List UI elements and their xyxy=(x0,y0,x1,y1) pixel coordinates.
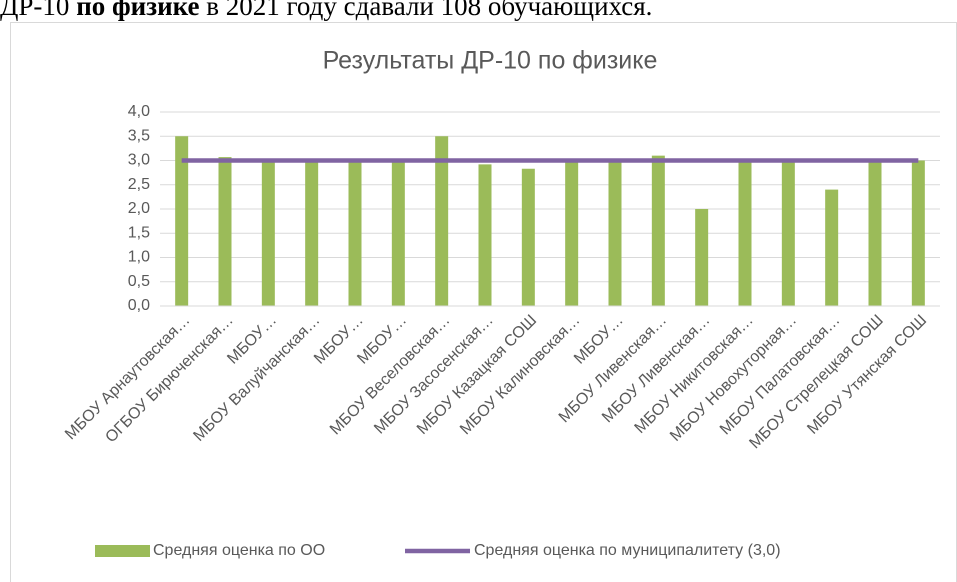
intro-text: ДР-10 по физике в 2021 году сдавали 108 … xyxy=(0,0,652,21)
bar xyxy=(435,136,449,306)
y-tick-label: 1,5 xyxy=(128,224,150,241)
bar xyxy=(175,136,189,306)
y-tick-label: 1,0 xyxy=(128,249,150,266)
y-tick-label: 2,5 xyxy=(128,176,150,193)
intro-part: ДР-10 xyxy=(0,0,76,21)
y-tick-label: 3,5 xyxy=(128,127,150,144)
bar xyxy=(911,160,925,306)
bar xyxy=(391,160,405,306)
bar xyxy=(565,160,579,306)
y-tick-label: 0,5 xyxy=(128,273,150,290)
y-tick-label: 4,0 xyxy=(128,103,150,120)
legend-label: Средняя оценка по муниципалитету (3,0) xyxy=(474,542,781,559)
bar xyxy=(695,209,709,306)
bar xyxy=(305,160,319,306)
y-tick-label: 0,0 xyxy=(128,297,150,314)
bar xyxy=(261,160,275,306)
bar xyxy=(218,157,232,306)
intro-part: по физике xyxy=(76,0,199,21)
bar xyxy=(348,160,362,306)
bar xyxy=(825,189,839,306)
legend-swatch xyxy=(95,545,150,557)
bar xyxy=(868,160,882,306)
chart-title: Результаты ДР-10 по физике xyxy=(323,47,658,75)
legend-label: Средняя оценка по ОО xyxy=(153,542,325,559)
intro-part: в 2021 году сдавали 108 обучающихся. xyxy=(200,0,653,21)
bar xyxy=(651,155,665,306)
bar xyxy=(781,160,795,306)
y-tick-label: 3,0 xyxy=(128,152,150,169)
bar xyxy=(738,160,752,306)
y-tick-label: 2,0 xyxy=(128,200,150,217)
bar xyxy=(478,164,492,306)
bar xyxy=(608,160,622,306)
bar xyxy=(521,168,535,306)
